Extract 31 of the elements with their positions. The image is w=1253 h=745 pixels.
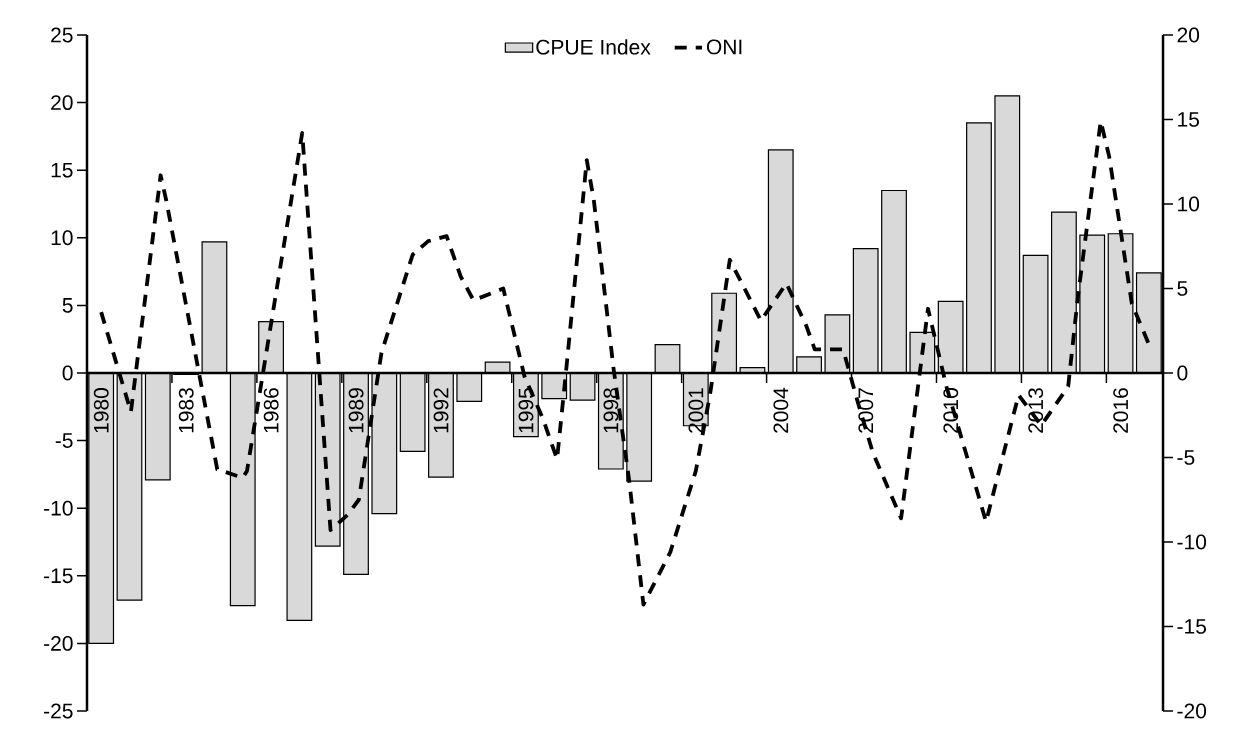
y-tick-label: -15 xyxy=(44,568,73,584)
x-tick-label: 2016 xyxy=(1113,388,1129,433)
y-tick-label: 5 xyxy=(62,298,73,313)
y2-tick-label: 20 xyxy=(1177,27,1200,43)
x-tick-label: 2004 xyxy=(773,387,789,433)
y2-tick-label: 5 xyxy=(1177,281,1188,296)
y-tick-label: 15 xyxy=(51,162,73,178)
x-tick-label: 1986 xyxy=(263,388,279,433)
y2-tick-label: -10 xyxy=(1177,534,1207,550)
y-tick-label: -5 xyxy=(55,433,73,448)
legend-label: CPUE Index xyxy=(536,39,651,55)
y-tick-label: -20 xyxy=(44,635,73,651)
x-tick-label: 1983 xyxy=(178,388,194,433)
y2-tick-label: 15 xyxy=(1178,112,1200,127)
y2-tick-label: -20 xyxy=(1177,703,1207,719)
x-tick-label: 2013 xyxy=(1028,388,1044,433)
x-tick-label: 1992 xyxy=(433,388,449,433)
x-tick-label: 2001 xyxy=(688,388,704,433)
y-tick-label: -25 xyxy=(44,703,73,719)
x-tick-label: 1989 xyxy=(348,388,364,433)
y-tick-label: 0 xyxy=(62,365,73,381)
y2-tick-label: -15 xyxy=(1177,619,1207,634)
y2-tick-label: 0 xyxy=(1177,365,1188,381)
y-tick-label: -10 xyxy=(44,500,73,516)
y2-tick-label: -5 xyxy=(1177,450,1195,465)
legend-label: ONI xyxy=(706,39,742,55)
x-tick-label: 1980 xyxy=(93,388,109,433)
y2-tick-label: 10 xyxy=(1178,196,1200,212)
y-tick-label: 20 xyxy=(51,95,73,111)
y-tick-label: 10 xyxy=(51,230,73,246)
y-tick-label: 25 xyxy=(51,27,73,43)
